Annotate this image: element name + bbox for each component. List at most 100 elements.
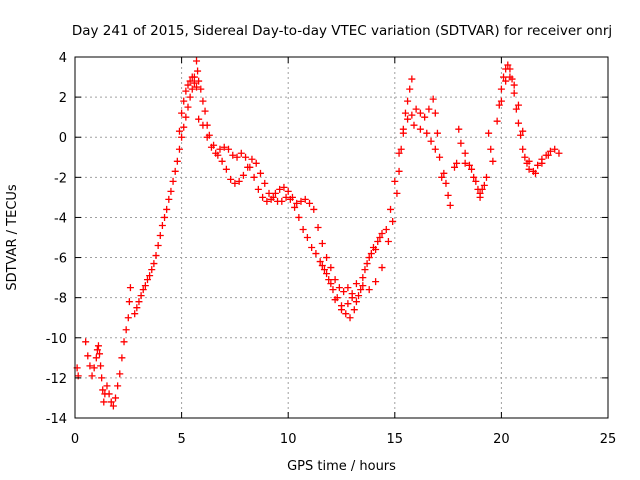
data-point xyxy=(534,161,542,169)
y-tick-label: -4 xyxy=(54,211,67,226)
x-tick-label: 0 xyxy=(71,432,79,447)
data-point xyxy=(376,234,384,241)
data-point xyxy=(440,169,448,177)
data-point xyxy=(427,137,435,145)
data-point xyxy=(167,187,175,195)
data-point xyxy=(256,169,264,177)
data-point xyxy=(525,157,533,165)
data-point xyxy=(216,145,224,153)
data-point xyxy=(344,300,352,308)
data-point xyxy=(404,115,412,123)
data-point xyxy=(327,280,335,288)
x-tick-label: 20 xyxy=(493,432,510,447)
data-point xyxy=(331,276,339,284)
data-point xyxy=(143,276,151,284)
data-point xyxy=(363,260,371,268)
data-point xyxy=(378,264,386,272)
data-point xyxy=(182,113,190,121)
data-point xyxy=(480,181,488,189)
data-point xyxy=(365,286,373,294)
x-tick-label: 10 xyxy=(280,432,297,447)
data-point xyxy=(105,390,113,398)
data-point xyxy=(389,217,397,225)
data-point xyxy=(357,286,365,294)
data-point xyxy=(299,225,307,233)
data-point xyxy=(510,81,518,89)
data-point xyxy=(323,254,331,262)
data-point xyxy=(512,105,520,113)
x-axis-label: GPS time / hours xyxy=(287,459,396,474)
y-tick-label: 2 xyxy=(59,91,67,106)
data-point xyxy=(384,238,392,246)
data-point xyxy=(514,101,522,109)
data-point xyxy=(436,153,444,161)
y-tick-label: -14 xyxy=(46,412,67,427)
data-point xyxy=(199,97,207,105)
data-point xyxy=(391,177,399,185)
data-point xyxy=(433,129,441,137)
data-point xyxy=(395,149,403,157)
data-point xyxy=(372,278,380,286)
data-point xyxy=(444,191,452,199)
data-point xyxy=(90,364,98,372)
data-point xyxy=(404,97,412,105)
data-point xyxy=(374,238,382,246)
data-point xyxy=(510,89,518,97)
data-point xyxy=(92,354,100,362)
data-point xyxy=(555,149,563,157)
data-point xyxy=(182,87,190,95)
data-point xyxy=(254,185,262,193)
y-tick-label: -8 xyxy=(54,292,67,307)
data-point xyxy=(201,107,209,115)
data-point xyxy=(303,234,311,241)
data-point xyxy=(453,159,461,167)
data-point xyxy=(352,280,360,288)
data-series-sdtvar xyxy=(73,57,563,410)
data-point xyxy=(88,372,96,380)
data-point xyxy=(497,97,505,105)
data-point xyxy=(500,73,508,81)
data-point xyxy=(231,179,239,187)
data-point xyxy=(148,266,156,274)
data-point xyxy=(84,352,92,360)
data-point xyxy=(318,240,326,248)
data-point xyxy=(99,386,107,394)
chart-title: Day 241 of 2015, Sidereal Day-to-day VTE… xyxy=(72,23,612,39)
data-point xyxy=(393,189,401,197)
data-point xyxy=(122,326,130,334)
data-point xyxy=(107,398,115,406)
data-point xyxy=(359,274,367,282)
data-point xyxy=(152,252,160,260)
data-point xyxy=(429,95,437,103)
data-point xyxy=(446,201,454,209)
x-tick-label: 15 xyxy=(387,432,404,447)
data-point xyxy=(320,266,328,274)
data-point xyxy=(141,282,149,290)
data-point xyxy=(114,382,122,390)
data-point xyxy=(165,195,173,203)
data-point xyxy=(532,169,540,177)
y-axis-label: SDTVAR / TECUs xyxy=(5,184,20,291)
data-point xyxy=(416,109,424,117)
data-point xyxy=(212,149,220,157)
data-point xyxy=(455,125,463,133)
data-point xyxy=(387,205,395,213)
data-point xyxy=(472,177,480,185)
data-point xyxy=(288,193,296,201)
data-point xyxy=(316,258,324,266)
data-point xyxy=(250,173,258,181)
data-point xyxy=(327,264,335,272)
data-point xyxy=(158,221,166,229)
data-point xyxy=(265,189,273,197)
data-point xyxy=(82,338,90,346)
data-point xyxy=(98,374,106,382)
data-point xyxy=(220,143,228,151)
data-point xyxy=(421,113,429,121)
data-point xyxy=(246,163,254,171)
data-point xyxy=(350,306,358,314)
data-point xyxy=(297,197,305,205)
y-tick-label: -10 xyxy=(46,332,67,347)
data-point xyxy=(199,121,207,129)
data-point xyxy=(139,286,147,294)
data-point xyxy=(495,101,503,109)
